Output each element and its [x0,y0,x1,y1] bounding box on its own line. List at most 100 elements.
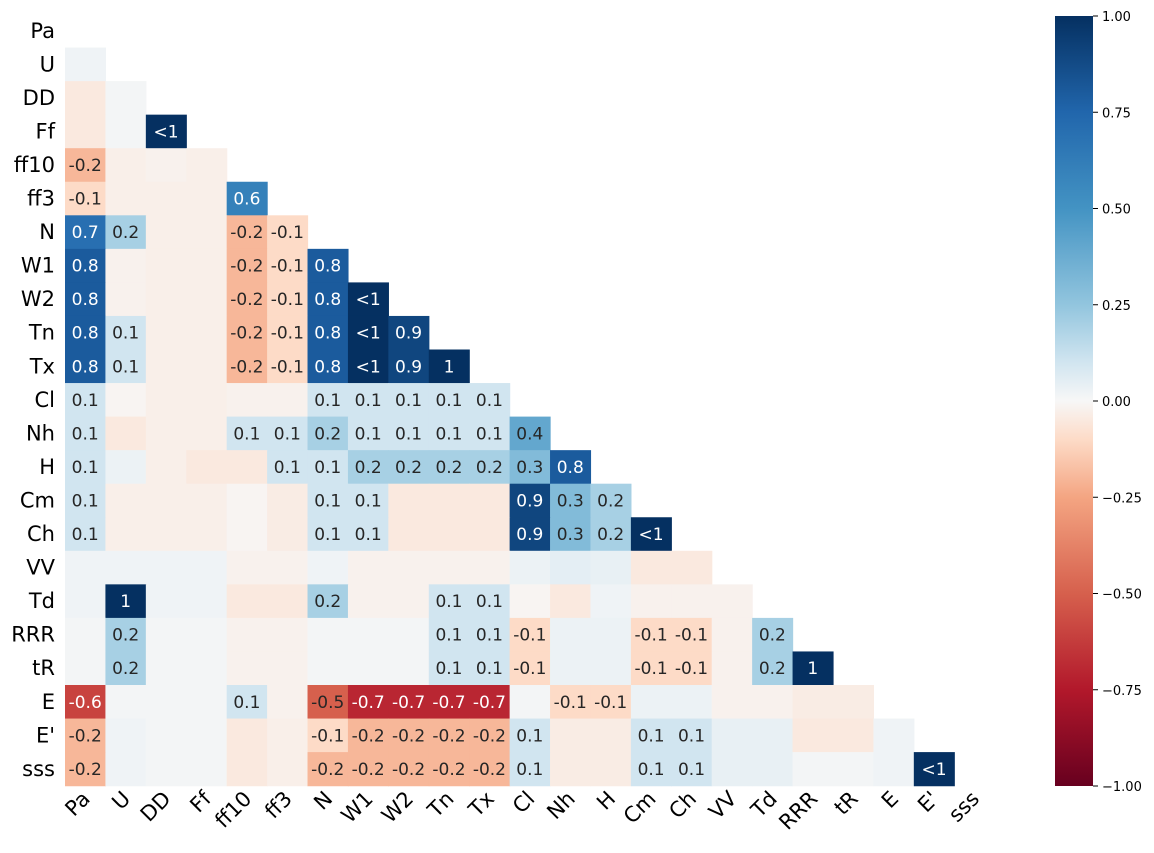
cell-value-label: -0.1 [635,659,668,679]
colorbar-tick-label: 0.75 [1102,106,1131,121]
heatmap-cell [65,550,107,585]
heatmap-cell [226,752,268,787]
heatmap-cell [105,584,147,619]
colorbar-tick-label: 0.50 [1102,203,1131,218]
heatmap-cell [428,752,470,787]
cell-value-label: -0.1 [271,357,304,377]
heatmap-cell [307,248,349,283]
heatmap-cell [65,483,107,518]
heatmap-cell [267,718,309,753]
heatmap-cell [65,181,107,216]
heatmap-cell [550,483,592,518]
x-tick-label: Ch [664,787,701,824]
y-axis-tick-labels: Pa U DD Ff ff10 ff3 N W1 W2 Tn Tx Cl Nh H Cm Ch VV Td RRR t… [11,19,55,781]
cell-value-label: 0.1 [435,626,462,646]
heatmap-cell [388,550,430,585]
heatmap-cell [428,483,470,518]
heatmap-cell [469,517,511,552]
cell-value-label: 0.1 [476,659,503,679]
x-tick-label: Pa [60,787,94,821]
cell-value-label: -0.7 [473,693,506,713]
heatmap-cell [226,517,268,552]
heatmap-cell [226,349,268,384]
heatmap-cell [267,685,309,720]
heatmap-cell [145,550,187,585]
heatmap-cell [186,282,228,317]
heatmap-cell [226,416,268,451]
heatmap-cell [105,248,147,283]
heatmap-cell [590,752,632,787]
cell-value-label: 0.3 [557,525,584,545]
heatmap-cell [428,718,470,753]
cell-value-label: 0.1 [476,424,503,444]
heatmap-cell [267,651,309,686]
colorbar-tick-label: 1.00 [1102,10,1131,25]
heatmap-cell [105,718,147,753]
heatmap-cell [469,450,511,485]
heatmap-cell [388,483,430,518]
heatmap-cell [347,383,389,418]
heatmap-cell [388,685,430,720]
heatmap-cell [832,685,874,720]
heatmap-cell [590,584,632,619]
heatmap-cell [105,550,147,585]
cell-value-label: 0.1 [233,424,260,444]
heatmap-cell [267,517,309,552]
cell-value-label: -0.1 [271,324,304,344]
heatmap-cell [347,550,389,585]
heatmap-cell [267,215,309,250]
y-tick-label: Pa [30,19,55,43]
cell-value-label: -0.1 [69,190,102,210]
heatmap-cell [186,248,228,283]
heatmap-cell [145,752,187,787]
heatmap-cell [428,617,470,653]
heatmap-cell [105,215,147,250]
heatmap-cell [671,718,713,753]
cell-value-label: 0.2 [435,458,462,478]
heatmap-cell [347,483,389,518]
heatmap-cell [105,349,147,384]
heatmap-cell [105,181,147,216]
heatmap-cell [347,282,389,317]
cell-value-label: 0.1 [314,391,341,411]
cell-value-label: 0.8 [314,290,341,310]
heatmap-cell [307,617,349,653]
heatmap-cell [388,651,430,686]
heatmap-cell [347,349,389,384]
heatmap-cell [105,148,147,183]
heatmap-cell [65,282,107,317]
y-tick-label: E' [36,723,55,747]
heatmap-cell [65,349,107,384]
heatmap-cell [428,550,470,585]
cell-value-label: -0.1 [271,223,304,243]
cell-value-label: 0.4 [516,424,543,444]
cell-value-label: 0.1 [72,391,99,411]
heatmap-cell [671,584,713,619]
x-tick-label: Tn [422,787,458,823]
heatmap-cell [509,450,551,485]
heatmap-cell [145,383,187,418]
heatmap-cell [186,651,228,686]
cell-value-label: 0.7 [72,223,99,243]
colorbar-tick-label: −1.00 [1102,780,1142,795]
heatmap-cell [307,517,349,552]
heatmap-cell [428,517,470,552]
heatmap-cell [267,450,309,485]
y-tick-label: VV [26,556,55,580]
heatmap-cell [671,752,713,787]
heatmap-cell [145,114,187,149]
heatmap-cell [752,685,794,720]
heatmap-cell [509,752,551,787]
heatmap-cell [388,752,430,787]
heatmap-cell [267,383,309,418]
cell-value-label: 0.3 [557,491,584,511]
cell-value-label: 0.2 [314,592,341,612]
heatmap-cell [307,685,349,720]
heatmap-cell [388,315,430,351]
heatmap-cell [186,550,228,585]
cell-value-label: 0.2 [112,659,139,679]
heatmap-cell [428,450,470,485]
cell-value-label: -0.1 [271,257,304,277]
heatmap-cell [752,718,794,753]
y-tick-label: sss [22,757,55,781]
